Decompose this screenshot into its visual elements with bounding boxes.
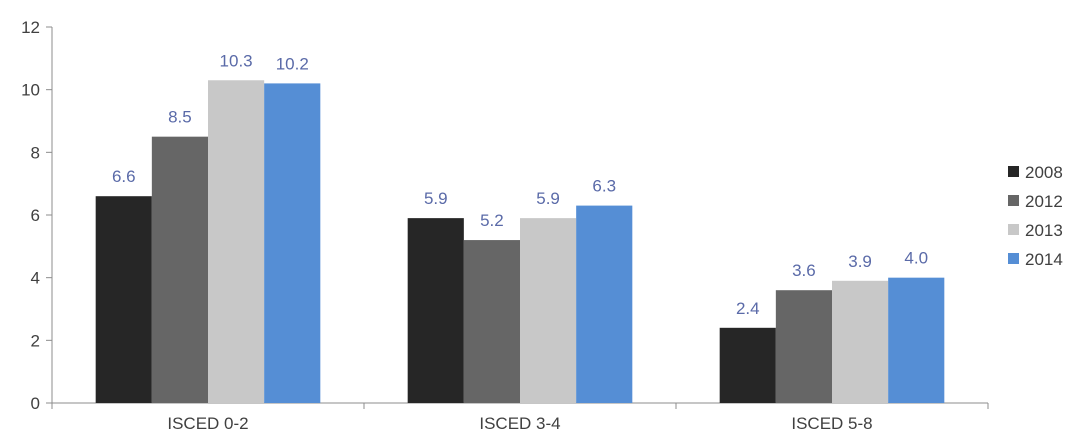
data-label: 5.9 (536, 189, 560, 208)
x-axis: ISCED 0-2 ISCED 3-4 ISCED 5-8 (51, 402, 989, 433)
y-tick-label: 10 (21, 81, 40, 100)
legend-label: 2014 (1025, 250, 1063, 269)
bar-2013-3 (832, 280, 889, 403)
bar-2012-3 (775, 290, 832, 403)
x-category-label: ISCED 3-4 (479, 414, 560, 433)
y-axis: 0 2 4 6 8 10 12 (21, 18, 53, 413)
y-tick-label: 6 (31, 206, 40, 225)
legend-label: 2008 (1025, 163, 1063, 182)
legend-swatch (1008, 195, 1019, 206)
legend-label: 2013 (1025, 221, 1063, 240)
bar-2013-1 (208, 80, 265, 404)
bars (95, 80, 945, 404)
data-label: 2.4 (736, 299, 760, 318)
data-label: 8.5 (168, 108, 192, 127)
bar-2012-2 (463, 240, 520, 403)
y-tick-label: 0 (31, 394, 40, 413)
y-tick-label: 4 (31, 269, 40, 288)
bar-2008-1 (95, 196, 152, 403)
y-tick-label: 2 (31, 331, 40, 350)
data-label: 5.9 (424, 189, 448, 208)
legend-swatch (1008, 224, 1019, 235)
legend-item: 2013 (1008, 221, 1063, 240)
bar-2008-2 (407, 218, 464, 403)
data-label: 10.3 (220, 51, 253, 70)
data-label: 10.2 (276, 54, 309, 73)
x-category-label: ISCED 5-8 (791, 414, 872, 433)
bar-2014-1 (264, 83, 321, 404)
y-tick-label: 8 (31, 143, 40, 162)
y-tick-label: 12 (21, 18, 40, 37)
legend-item: 2014 (1008, 250, 1063, 269)
x-category-label: ISCED 0-2 (167, 414, 248, 433)
legend: 2008 2012 2013 2014 (1008, 163, 1063, 269)
data-label: 3.9 (848, 252, 872, 271)
data-label: 4.0 (904, 249, 928, 268)
legend-swatch (1008, 253, 1019, 264)
bar-2014-3 (888, 277, 945, 403)
legend-label: 2012 (1025, 192, 1063, 211)
data-labels: 6.6 8.5 10.3 10.2 5.9 5.2 5.9 6.3 2.4 3.6 3.9 4.0 (112, 51, 928, 318)
data-label: 6.3 (592, 177, 616, 196)
data-label: 5.2 (480, 211, 504, 230)
legend-swatch (1008, 166, 1019, 177)
bar-2014-2 (576, 205, 633, 403)
bar-2012-1 (151, 136, 208, 403)
data-label: 6.6 (112, 167, 136, 186)
legend-item: 2012 (1008, 192, 1063, 211)
bar-2008-3 (719, 327, 776, 403)
bar-2013-2 (520, 218, 577, 403)
legend-item: 2008 (1008, 163, 1063, 182)
data-label: 3.6 (792, 261, 816, 280)
